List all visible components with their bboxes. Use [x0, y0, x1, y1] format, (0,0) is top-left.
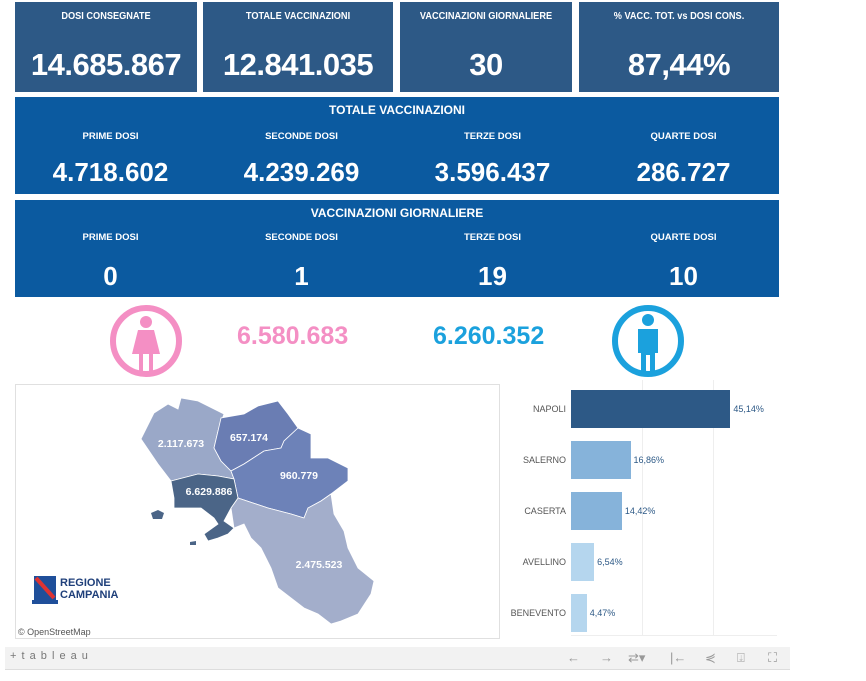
dose-label: SECONDE DOSI: [265, 131, 338, 142]
fullscreen-icon[interactable]: ⛶: [768, 650, 778, 665]
bar-salerno[interactable]: [571, 441, 631, 479]
redo-icon[interactable]: →: [600, 650, 613, 665]
dose-label: QUARTE DOSI: [650, 131, 717, 142]
island-capri: [190, 541, 196, 545]
dose-label: QUARTE DOSI: [650, 232, 717, 243]
dose-label: TERZE DOSI: [463, 131, 521, 142]
dose-label: PRIME DOSI: [82, 232, 139, 243]
undo-icon[interactable]: ←: [567, 650, 580, 665]
download-icon[interactable]: ⍗: [737, 650, 745, 665]
island-ischia: [151, 510, 164, 519]
kpi-label: TOTALE VACCINAZIONI: [245, 11, 351, 22]
map-attribution[interactable]: © OpenStreetMap: [18, 627, 91, 637]
dose-value: 4.239.269: [243, 157, 360, 187]
male-count: 6.260.352: [433, 322, 545, 350]
province-napoli: [170, 473, 239, 542]
tableau-toolbar: + t a b l e a u ← → ⇄▾ |← ⋞ ⍗ ⛶: [5, 647, 790, 670]
panel-title: VACCINAZIONI GIORNALIERE: [310, 206, 484, 220]
gridline: [642, 380, 643, 635]
panel-title: TOTALE VACCINAZIONI: [329, 103, 465, 117]
giornaliere-panel: VACCINAZIONI GIORNALIERE PRIME DOSI SECON…: [15, 200, 779, 297]
gridline: [713, 380, 714, 635]
bar-category-label: BENEVENTO: [510, 608, 566, 618]
kpi-value: 12.841.035: [222, 47, 374, 82]
map-label-salerno: 2.475.523: [296, 559, 343, 571]
bar-category-label: NAPOLI: [532, 404, 566, 414]
totale-panel: TOTALE VACCINAZIONI PRIME DOSI SECONDE DO…: [15, 97, 779, 194]
svg-text:REGIONE: REGIONE: [60, 577, 111, 589]
map-label-benevento: 657.174: [230, 432, 268, 444]
bar-avellino[interactable]: [571, 543, 595, 581]
svg-text:CAMPANIA: CAMPANIA: [60, 589, 119, 601]
kpi-value: 87,44%: [627, 47, 731, 82]
axis-line: [571, 635, 777, 636]
bar-value-label: 4,47%: [589, 608, 616, 618]
bar-value-label: 6,54%: [597, 557, 623, 567]
tableau-logo[interactable]: + t a b l e a u: [10, 650, 89, 662]
dose-value: 0: [103, 261, 118, 291]
kpi-vaccinazioni-giornaliere: VACCINAZIONI GIORNALIERE 30: [400, 2, 572, 92]
dose-label: TERZE DOSI: [463, 232, 521, 243]
bar-value-label: 14,42%: [624, 506, 656, 516]
dose-value: 4.718.602: [52, 157, 169, 187]
kpi-label: DOSI CONSEGNATE: [61, 11, 151, 22]
dose-value: 286.727: [636, 157, 731, 187]
dose-label: SECONDE DOSI: [265, 232, 338, 243]
campania-map[interactable]: 2.117.673 657.174 960.779 6.629.886 2.47…: [15, 384, 500, 639]
bar-benevento[interactable]: [571, 594, 587, 632]
dose-value: 1: [294, 261, 309, 291]
female-icon: [110, 305, 182, 377]
share-icon[interactable]: ⋞: [705, 650, 716, 665]
male-icon: [612, 305, 684, 377]
province-salerno: [230, 493, 375, 625]
kpi-value: 14.685.867: [30, 47, 182, 82]
kpi-label: % VACC. TOT. vs DOSI CONS.: [613, 11, 745, 22]
bar-category-label: CASERTA: [524, 506, 566, 516]
reset-icon[interactable]: |←: [670, 650, 687, 665]
province-bar-chart: NAPOLI 45,14% SALERNO 16,86% CASERTA 14,42% AV…: [500, 380, 800, 640]
kpi-dosi-consegnate: DOSI CONSEGNATE 14.685.867: [15, 2, 197, 92]
bar-category-label: AVELLINO: [522, 557, 566, 567]
kpi-totale-vaccinazioni: TOTALE VACCINAZIONI 12.841.035: [203, 2, 393, 92]
map-label-napoli: 6.629.886: [186, 486, 233, 498]
female-count: 6.580.683: [237, 322, 349, 350]
revert-icon[interactable]: ⇄▾: [628, 650, 646, 665]
bar-caserta[interactable]: [571, 492, 622, 530]
dose-label: PRIME DOSI: [82, 131, 139, 142]
dose-value: 19: [478, 261, 507, 291]
map-label-avellino: 960.779: [280, 470, 318, 482]
map-label-caserta: 2.117.673: [158, 438, 204, 450]
dose-value: 3.596.437: [434, 157, 551, 187]
kpi-percent: % VACC. TOT. vs DOSI CONS. 87,44%: [579, 2, 779, 92]
bar-category-label: SALERNO: [522, 455, 566, 465]
bar-napoli[interactable]: [571, 390, 731, 428]
bar-value-label: 16,86%: [633, 455, 665, 465]
dose-value: 10: [669, 261, 698, 291]
bar-value-label: 45,14%: [733, 404, 764, 414]
kpi-label: VACCINAZIONI GIORNALIERE: [419, 11, 553, 22]
kpi-value: 30: [469, 47, 503, 82]
regione-campania-logo: REGIONE CAMPANIA: [32, 576, 119, 604]
